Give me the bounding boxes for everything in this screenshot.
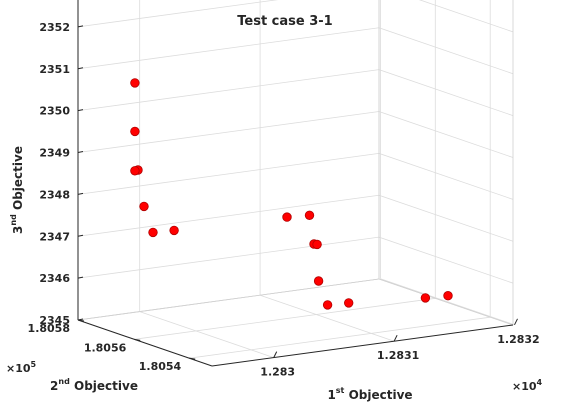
x-multiplier-exp: 4 bbox=[537, 378, 543, 387]
grid-back-z-7 bbox=[77, 0, 279, 28]
grid-side-z-7 bbox=[418, 0, 514, 33]
x-tick-label: 1.2831 bbox=[377, 349, 419, 362]
z-axis-label-sup: nd bbox=[9, 214, 18, 226]
grid-floor-y-1 bbox=[134, 297, 436, 340]
grid-floor-x-0 bbox=[139, 311, 274, 358]
z-tick-label: 2347 bbox=[39, 230, 70, 243]
data-point-4 bbox=[139, 201, 149, 212]
y-multiplier-base: ×10 bbox=[6, 362, 31, 375]
x-tick-label: 1.283 bbox=[260, 366, 295, 379]
z-tick-label: 2352 bbox=[39, 21, 70, 34]
data-point-6 bbox=[169, 225, 179, 236]
z-tick-6 bbox=[77, 67, 84, 70]
grid-back-z-6 bbox=[77, 27, 380, 70]
data-point-5 bbox=[148, 227, 158, 238]
tick-label-layer: 2345234623472348234923502351235223531.28… bbox=[28, 21, 540, 379]
data-point-15 bbox=[443, 291, 453, 301]
x-axis-label: 1st Objective bbox=[327, 386, 412, 402]
x-multiplier-base: ×10 bbox=[512, 380, 537, 393]
x-tick-2 bbox=[514, 318, 518, 326]
grid-side-z-5 bbox=[378, 69, 514, 117]
z-tick-1 bbox=[77, 276, 84, 279]
grid-back-z-5 bbox=[77, 69, 380, 112]
grid-back-z-2 bbox=[77, 194, 380, 237]
axis-layer bbox=[77, 0, 518, 367]
grid-side-z-4 bbox=[378, 111, 514, 158]
z-tick-5 bbox=[77, 109, 84, 112]
data-point-13 bbox=[344, 298, 354, 308]
x-tick-label: 1.2832 bbox=[497, 333, 539, 346]
z-tick-label: 2345 bbox=[39, 314, 70, 327]
grid-back-z-4 bbox=[77, 111, 380, 153]
y-axis-label-rest: Objective bbox=[70, 379, 138, 393]
grid-layer bbox=[77, 0, 515, 359]
z-tick-label: 2346 bbox=[39, 272, 70, 285]
data-point-14 bbox=[420, 293, 431, 303]
z-axis-label: 3nd Objective bbox=[9, 146, 25, 234]
x-axis-label-sup: st bbox=[336, 386, 345, 395]
y-tick-label: 1.8054 bbox=[139, 360, 182, 373]
y-tick-0 bbox=[189, 357, 196, 360]
grid-back-z-1 bbox=[77, 236, 380, 279]
z-tick-label: 2349 bbox=[39, 147, 70, 160]
data-points bbox=[130, 78, 453, 310]
y-tick-label: 1.8058 bbox=[28, 322, 70, 335]
z-tick-3 bbox=[77, 192, 84, 195]
grid-side-z-2 bbox=[378, 194, 514, 242]
z-tick-label: 2348 bbox=[39, 188, 70, 201]
y-axis-label: 2nd Objective bbox=[50, 377, 138, 393]
z-tick-label: 2350 bbox=[39, 105, 70, 118]
x-axis-label-base: 1 bbox=[327, 388, 335, 402]
data-point-8 bbox=[304, 210, 315, 221]
z-axis-label-rest: Objective bbox=[11, 146, 25, 214]
data-point-1 bbox=[130, 126, 140, 137]
x-axis-label-rest: Objective bbox=[344, 388, 412, 402]
z-tick-2 bbox=[77, 234, 84, 237]
data-point-0 bbox=[130, 78, 140, 88]
z-tick-7 bbox=[77, 25, 84, 28]
x-tick-1 bbox=[393, 334, 398, 342]
chart-title: Test case 3-1 bbox=[237, 14, 332, 29]
data-point-3 bbox=[130, 166, 140, 176]
x-tick-0 bbox=[273, 351, 278, 358]
box-edge-4 bbox=[77, 278, 380, 321]
y-tick-1 bbox=[134, 338, 141, 341]
x-axis-line bbox=[211, 324, 514, 367]
y-tick-2 bbox=[77, 319, 85, 322]
grid-floor-y-0 bbox=[189, 316, 491, 359]
y-multiplier-exp: 5 bbox=[31, 360, 37, 369]
grid-side-z-6 bbox=[378, 27, 514, 75]
z-axis-label-base: 3 bbox=[11, 226, 25, 234]
data-point-10 bbox=[312, 239, 322, 250]
grid-floor-x-2 bbox=[380, 278, 515, 326]
y-axis-label-sup: nd bbox=[58, 377, 70, 386]
z-tick-4 bbox=[77, 151, 84, 153]
data-point-11 bbox=[313, 276, 324, 286]
z-tick-label: 2351 bbox=[39, 63, 70, 76]
grid-back-z-3 bbox=[77, 152, 380, 195]
y-tick-label: 1.8056 bbox=[84, 341, 127, 354]
y-axis-label-base: 2 bbox=[50, 379, 58, 393]
grid-side-z-3 bbox=[378, 152, 514, 200]
x-multiplier: ×104 bbox=[512, 378, 543, 393]
data-point-12 bbox=[322, 300, 333, 310]
grid-side-z-1 bbox=[378, 236, 514, 284]
y-multiplier: ×105 bbox=[6, 360, 37, 375]
data-point-7 bbox=[282, 212, 292, 222]
box-edge-5 bbox=[378, 278, 514, 326]
